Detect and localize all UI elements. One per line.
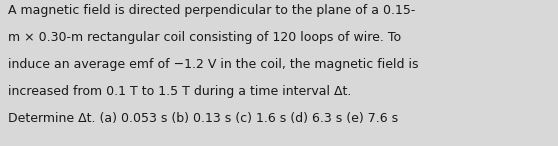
- Text: induce an average emf of −1.2 V in the coil, the magnetic field is: induce an average emf of −1.2 V in the c…: [8, 58, 419, 71]
- Text: m × 0.30-m rectangular coil consisting of 120 loops of wire. To: m × 0.30-m rectangular coil consisting o…: [8, 31, 402, 44]
- Text: A magnetic field is directed perpendicular to the plane of a 0.15-: A magnetic field is directed perpendicul…: [8, 4, 416, 17]
- Text: Determine Δt. (a) 0.053 s (b) 0.13 s (c) 1.6 s (d) 6.3 s (e) 7.6 s: Determine Δt. (a) 0.053 s (b) 0.13 s (c)…: [8, 112, 398, 125]
- Text: increased from 0.1 T to 1.5 T during a time interval Δt.: increased from 0.1 T to 1.5 T during a t…: [8, 85, 352, 98]
